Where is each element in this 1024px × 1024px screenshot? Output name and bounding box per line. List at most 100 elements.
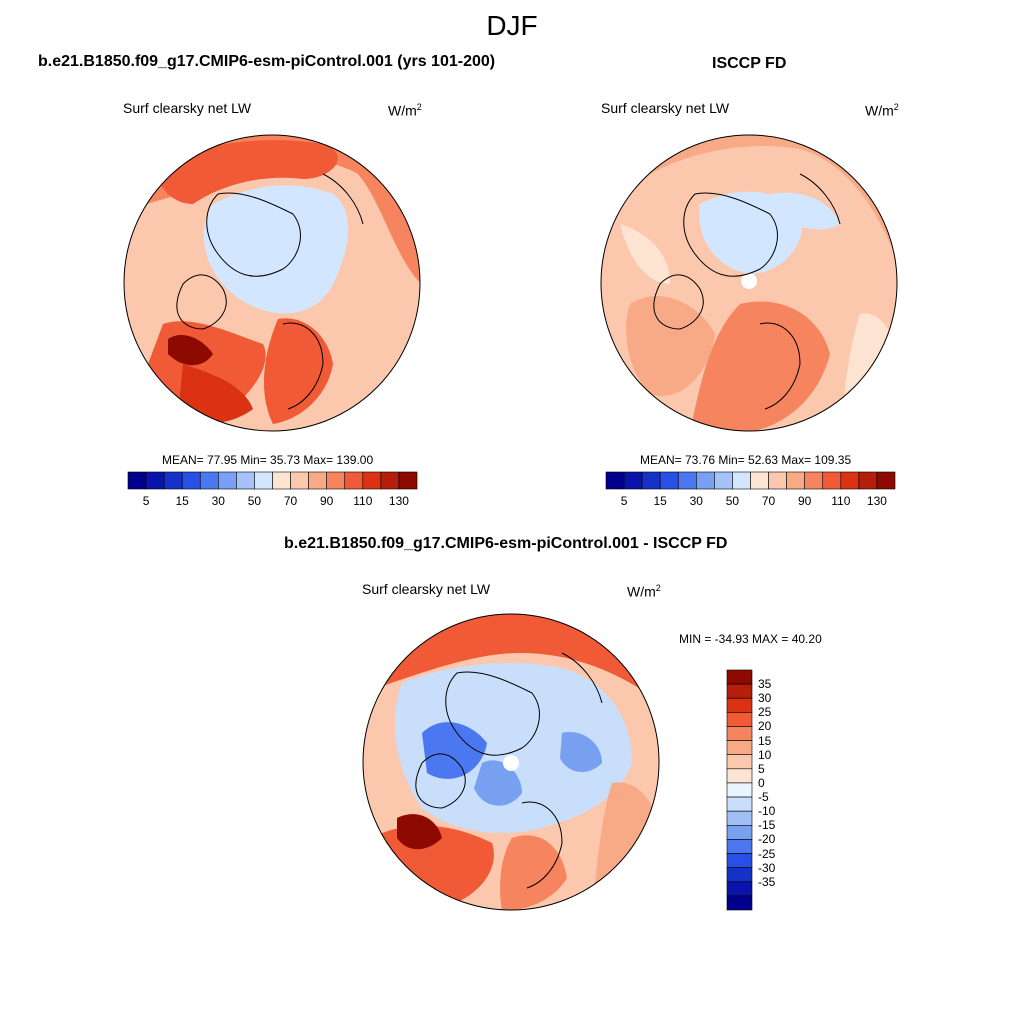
diff-stats: MIN = -34.93 MAX = 40.20 [679, 632, 822, 646]
colorbar-swatch [750, 471, 769, 490]
colorbar-tick-label: 15 [758, 733, 772, 748]
colorbar-swatch [218, 471, 237, 490]
colorbar-swatch [199, 471, 219, 490]
panel-1-colorbar-labels: 5 15 30 50 70 90 110 130 [128, 494, 417, 510]
panel-2-units: W/m2 [865, 102, 899, 119]
panel-1-variable-label: Surf clearsky net LW [123, 100, 252, 116]
colorbar-swatch [726, 669, 753, 685]
figure-title: DJF [486, 10, 538, 41]
colorbar-swatch [326, 471, 346, 490]
colorbar-swatch [696, 471, 715, 490]
colorbar-swatch [605, 471, 625, 490]
panel-2-map [600, 134, 898, 432]
colorbar-swatch [163, 471, 183, 490]
colorbar-swatch [623, 471, 643, 490]
colorbar-swatch [840, 471, 860, 490]
panel-1-heading: b.e21.B1850.f09_g17.CMIP6-esm-piControl.… [38, 53, 496, 70]
diff-variable-label: Surf clearsky net LW [362, 581, 491, 597]
colorbar-tick-label: -25 [758, 846, 776, 861]
colorbar-swatch [726, 824, 753, 840]
panel-1-colorbar [127, 471, 418, 490]
colorbar-swatch [726, 768, 753, 784]
diff-units: W/m2 [627, 583, 661, 600]
colorbar-tick-label: 30 [758, 691, 772, 706]
colorbar-swatch [726, 853, 753, 868]
colorbar-swatch [726, 712, 753, 727]
colorbar-swatch [181, 471, 201, 490]
colorbar-swatch [726, 697, 753, 713]
colorbar-swatch [726, 895, 753, 911]
colorbar-swatch [726, 726, 753, 741]
colorbar-swatch [308, 471, 327, 490]
colorbar-swatch [804, 471, 824, 490]
colorbar-swatch [726, 796, 753, 812]
colorbar-swatch [726, 839, 753, 854]
colorbar-tick-label: 5 [142, 494, 150, 508]
colorbar-tick-label: -30 [758, 860, 776, 875]
panel-1-units: W/m2 [388, 102, 422, 119]
colorbar-tick-label: -15 [758, 818, 776, 833]
colorbar-swatch [677, 471, 697, 490]
colorbar-swatch [254, 471, 273, 490]
colorbar-tick-label: 5 [758, 761, 765, 776]
panel-2-variable-label: Surf clearsky net LW [601, 100, 730, 116]
diff-colorbar [726, 669, 753, 911]
colorbar-swatch [726, 881, 753, 897]
diff-heading: b.e21.B1850.f09_g17.CMIP6-esm-piControl.… [284, 535, 728, 552]
colorbar-swatch [714, 471, 733, 490]
colorbar-tick-label: 110 [831, 494, 851, 508]
colorbar-swatch [732, 471, 751, 490]
colorbar-swatch [127, 471, 147, 490]
colorbar-tick-label: -5 [758, 790, 769, 805]
colorbar-tick-label: 130 [866, 494, 887, 508]
colorbar-swatch [726, 810, 753, 826]
colorbar-tick-label: 15 [653, 494, 667, 508]
colorbar-tick-label: 50 [247, 494, 262, 508]
panel-2-heading: ISCCP FD [712, 55, 787, 72]
colorbar-swatch [398, 471, 418, 490]
colorbar-swatch [726, 782, 753, 798]
colorbar-tick-label: 90 [798, 494, 812, 508]
colorbar-tick-label: 15 [175, 494, 189, 508]
colorbar-swatch [876, 471, 896, 490]
colorbar-swatch [726, 740, 753, 756]
colorbar-tick-label: 30 [689, 494, 703, 508]
diff-colorbar-labels: 35 30 25 20 15 10 5 0 -5 -10 -15 -20 -25 -30 -35 [758, 670, 798, 910]
colorbar-swatch [858, 471, 878, 490]
colorbar-swatch [641, 471, 661, 490]
colorbar-swatch [236, 471, 255, 490]
diff-map [362, 613, 660, 911]
panel-2-colorbar [605, 471, 896, 490]
colorbar-swatch [659, 471, 679, 490]
panel-2-stats: MEAN= 73.76 Min= 52.63 Max= 109.35 [640, 453, 852, 467]
colorbar-tick-label: 110 [353, 494, 373, 508]
colorbar-swatch [786, 471, 805, 490]
colorbar-tick-label: -10 [758, 804, 776, 819]
colorbar-tick-label: 0 [758, 775, 765, 790]
colorbar-swatch [380, 471, 400, 490]
colorbar-swatch [344, 471, 364, 490]
colorbar-swatch [768, 471, 787, 490]
colorbar-tick-label: 10 [758, 747, 772, 762]
colorbar-tick-label: 50 [725, 494, 740, 508]
colorbar-swatch [726, 683, 753, 699]
colorbar-tick-label: -35 [758, 874, 776, 889]
colorbar-swatch [272, 471, 291, 490]
colorbar-tick-label: 70 [283, 494, 298, 508]
colorbar-tick-label: 35 [758, 677, 772, 692]
colorbar-tick-label: 25 [758, 705, 772, 720]
colorbar-tick-label: 70 [761, 494, 776, 508]
colorbar-tick-label: 30 [211, 494, 225, 508]
colorbar-swatch [290, 471, 309, 490]
colorbar-swatch [726, 867, 753, 883]
colorbar-tick-label: 90 [320, 494, 334, 508]
colorbar-swatch [362, 471, 382, 490]
colorbar-tick-label: 20 [758, 719, 772, 734]
colorbar-swatch [726, 754, 753, 770]
colorbar-swatch [145, 471, 165, 490]
panel-1-map [123, 134, 421, 432]
colorbar-swatch [822, 471, 842, 490]
colorbar-tick-label: -20 [758, 832, 776, 847]
panel-1-stats: MEAN= 77.95 Min= 35.73 Max= 139.00 [162, 453, 374, 467]
colorbar-tick-label: 130 [388, 494, 409, 508]
